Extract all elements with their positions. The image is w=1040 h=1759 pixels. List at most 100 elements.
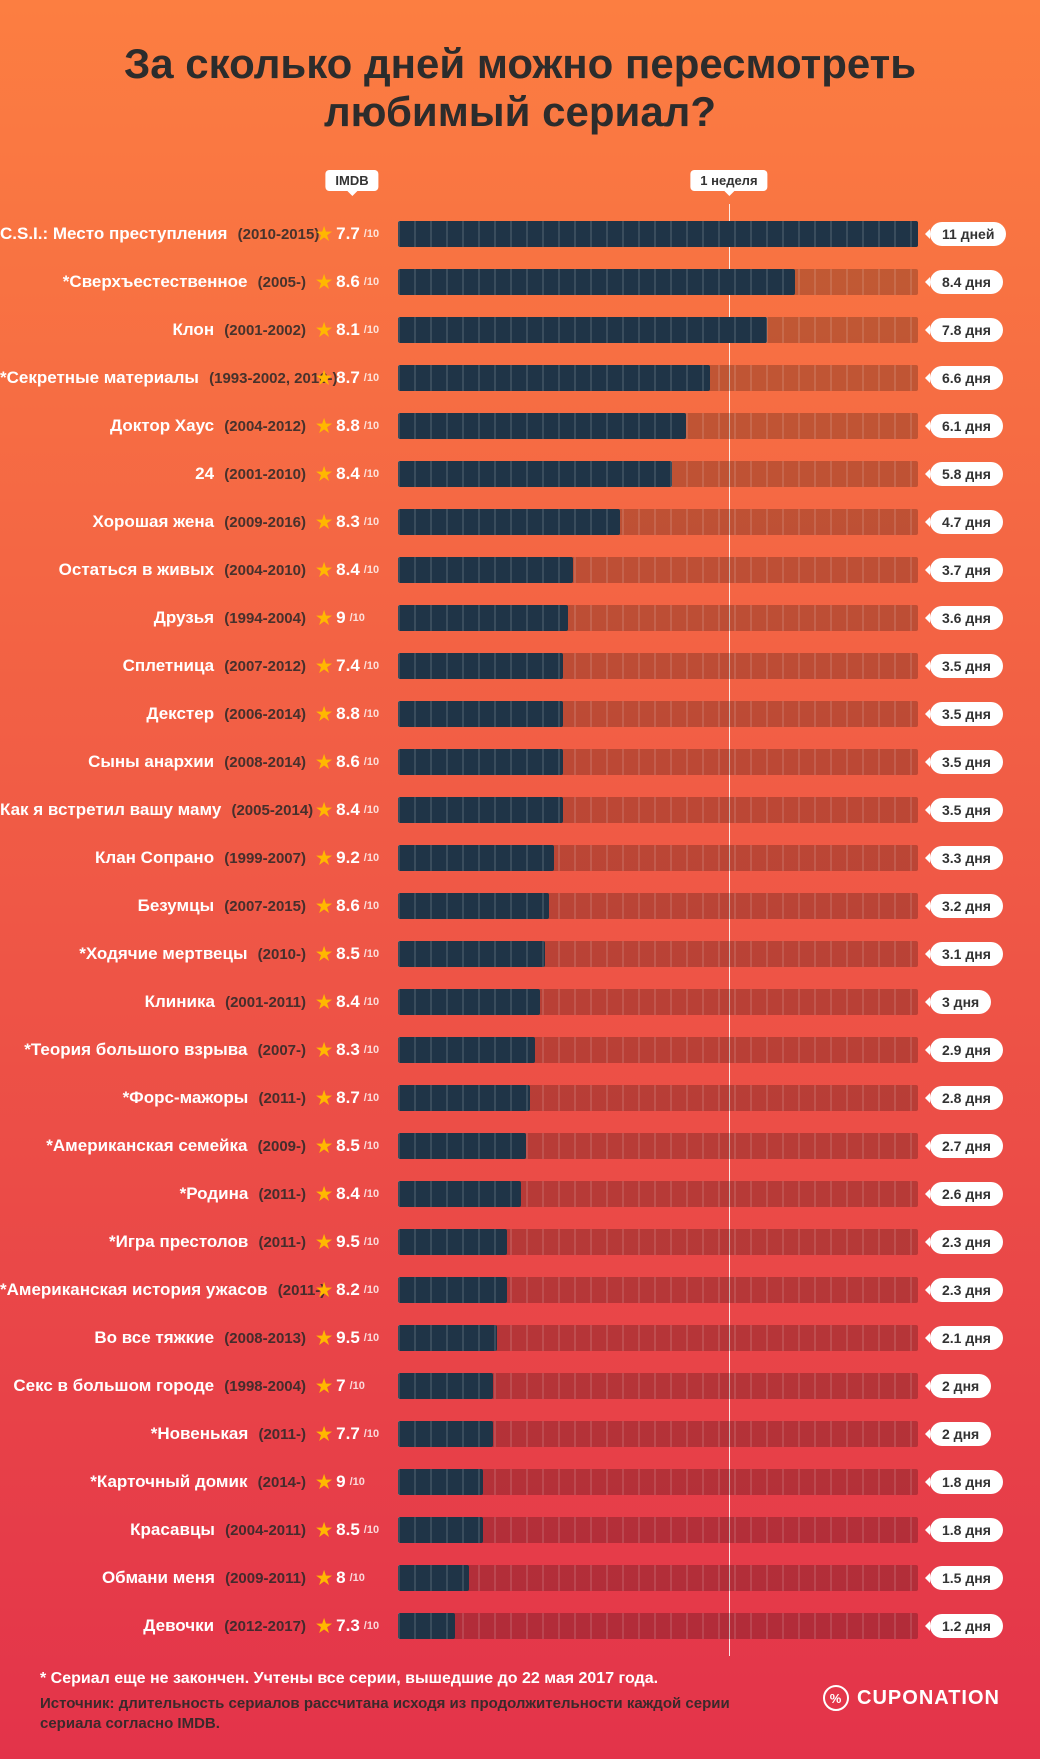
footnote-text: * Сериал еще не закончен. Учтены все сер… xyxy=(40,1670,658,1688)
bar-fill xyxy=(398,605,568,631)
row-label: Хорошая жена (2009-2016) xyxy=(0,512,306,532)
chart-row: Девочки (2012-2017)★7.3/101.2 дня xyxy=(0,1602,1040,1650)
chart-row: *Игра престолов (2011-)★9.5/102.3 дня xyxy=(0,1218,1040,1266)
row-label: *Форс-мажоры (2011-) xyxy=(0,1088,306,1108)
rating-box: ★7.3/10 xyxy=(316,1616,379,1636)
days-badge: 2.7 дня xyxy=(930,1134,1003,1158)
row-label: Клон (2001-2002) xyxy=(0,320,306,340)
rating-box: ★8.8/10 xyxy=(316,704,379,724)
rating-box: ★8.4/10 xyxy=(316,560,379,580)
bar-fill xyxy=(398,797,563,823)
bar-fill xyxy=(398,1613,455,1639)
bar-hatch xyxy=(398,1037,535,1063)
rating-box: ★8.1/10 xyxy=(316,320,379,340)
show-name: Красавцы xyxy=(130,1520,215,1539)
bar-fill xyxy=(398,1133,526,1159)
rating-value: 8.6 xyxy=(336,896,360,916)
bar-track xyxy=(398,413,918,439)
rating-box: ★8.2/10 xyxy=(316,1280,379,1300)
rating-suffix: /10 xyxy=(364,468,379,480)
rating-suffix: /10 xyxy=(364,324,379,336)
days-badge: 7.8 дня xyxy=(930,318,1003,342)
rating-suffix: /10 xyxy=(364,1524,379,1536)
bar-hatch xyxy=(398,1325,497,1351)
rating-box: ★7.4/10 xyxy=(316,656,379,676)
rating-suffix: /10 xyxy=(364,1044,379,1056)
days-badge: 3.6 дня xyxy=(930,606,1003,630)
show-years: (2008-2014) xyxy=(220,754,306,771)
bar-fill xyxy=(398,317,767,343)
star-icon: ★ xyxy=(316,1521,332,1539)
bar-hatch xyxy=(398,1517,483,1543)
show-years: (2007-) xyxy=(253,1042,306,1059)
bar-fill xyxy=(398,1517,483,1543)
bar-track xyxy=(398,509,918,535)
star-icon: ★ xyxy=(316,561,332,579)
row-label: *Американская история ужасов (2011-) xyxy=(0,1280,306,1300)
star-icon: ★ xyxy=(316,945,332,963)
bar-track xyxy=(398,1085,918,1111)
chart-row: *Форс-мажоры (2011-)★8.7/102.8 дня xyxy=(0,1074,1040,1122)
bar-track xyxy=(398,893,918,919)
show-name: Во все тяжкие xyxy=(94,1328,214,1347)
show-name: *Новенькая xyxy=(151,1424,249,1443)
days-badge: 6.1 дня xyxy=(930,414,1003,438)
bar-track xyxy=(398,845,918,871)
row-label: *Ходячие мертвецы (2010-) xyxy=(0,944,306,964)
star-icon: ★ xyxy=(316,897,332,915)
bar-fill xyxy=(398,1373,493,1399)
bar-fill xyxy=(398,1085,530,1111)
rating-value: 8.7 xyxy=(336,1088,360,1108)
show-years: (2004-2011) xyxy=(221,1522,306,1539)
bar-track xyxy=(398,941,918,967)
rating-box: ★8.7/10 xyxy=(316,1088,379,1108)
chart-row: *Сверхъестественное (2005-)★8.6/108.4 дн… xyxy=(0,258,1040,306)
rating-value: 9 xyxy=(336,608,345,628)
rating-suffix: /10 xyxy=(364,1620,379,1632)
rating-value: 8.8 xyxy=(336,704,360,724)
bar-fill xyxy=(398,413,686,439)
days-badge: 3.5 дня xyxy=(930,654,1003,678)
show-name: *Карточный домик xyxy=(90,1472,247,1491)
row-label: Декстер (2006-2014) xyxy=(0,704,306,724)
rating-suffix: /10 xyxy=(364,1284,379,1296)
rating-suffix: /10 xyxy=(350,612,365,624)
rating-suffix: /10 xyxy=(364,564,379,576)
rating-box: ★8.6/10 xyxy=(316,896,379,916)
days-badge: 4.7 дня xyxy=(930,510,1003,534)
rating-value: 8.8 xyxy=(336,416,360,436)
bar-fill xyxy=(398,893,549,919)
bar-hatch xyxy=(398,941,545,967)
bar-fill xyxy=(398,701,563,727)
bar-track xyxy=(398,1373,918,1399)
rating-suffix: /10 xyxy=(364,900,379,912)
chart-row: Доктор Хаус (2004-2012)★8.8/106.1 дня xyxy=(0,402,1040,450)
rating-value: 7 xyxy=(336,1376,345,1396)
show-years: (2011-) xyxy=(254,1186,306,1203)
rating-suffix: /10 xyxy=(364,276,379,288)
days-badge: 3.5 дня xyxy=(930,798,1003,822)
rating-suffix: /10 xyxy=(364,1332,379,1344)
show-years: (2011-) xyxy=(254,1234,306,1251)
bar-fill xyxy=(398,1325,497,1351)
rating-suffix: /10 xyxy=(364,708,379,720)
chart-rows-container: C.S.I.: Место преступления (2010-2015)★7… xyxy=(0,210,1040,1650)
rating-suffix: /10 xyxy=(350,1380,365,1392)
show-name: Клан Сопрано xyxy=(95,848,214,867)
row-label: Как я встретил вашу маму (2005-2014) xyxy=(0,800,306,820)
bar-hatch xyxy=(398,605,568,631)
rating-value: 8.1 xyxy=(336,320,360,340)
star-icon: ★ xyxy=(316,225,332,243)
bar-hatch xyxy=(398,221,918,247)
bar-fill xyxy=(398,1565,469,1591)
chart-row: Обмани меня (2009-2011)★8/101.5 дня xyxy=(0,1554,1040,1602)
bar-hatch xyxy=(398,1469,483,1495)
rating-value: 8.4 xyxy=(336,992,360,1012)
rating-value: 7.4 xyxy=(336,656,360,676)
row-label: *Сверхъестественное (2005-) xyxy=(0,272,306,292)
row-label: Во все тяжкие (2008-2013) xyxy=(0,1328,306,1348)
bar-fill xyxy=(398,749,563,775)
cuponation-logo: % CUPONATION xyxy=(823,1685,1000,1711)
days-badge: 6.6 дня xyxy=(930,366,1003,390)
column-labels-row: IMDB 1 неделя xyxy=(0,170,1040,200)
